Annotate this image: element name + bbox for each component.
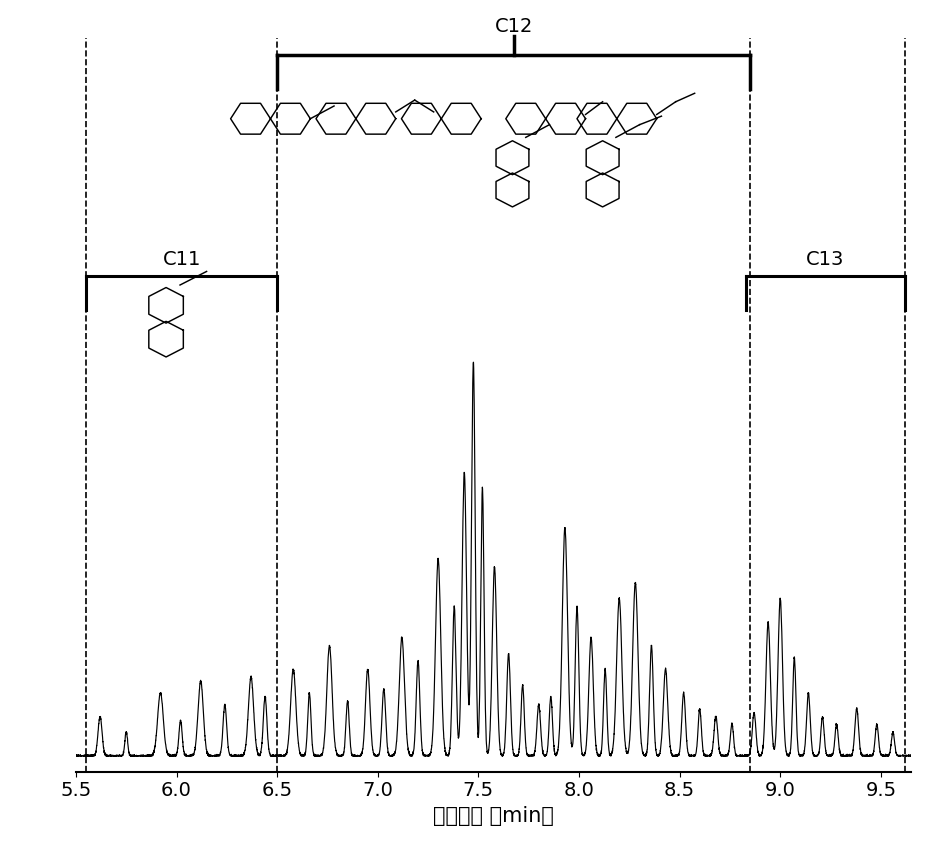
Text: C13: C13 xyxy=(807,250,845,269)
X-axis label: 保留时间 （min）: 保留时间 （min） xyxy=(433,806,554,826)
Text: C11: C11 xyxy=(162,250,201,269)
Text: C12: C12 xyxy=(494,17,532,36)
